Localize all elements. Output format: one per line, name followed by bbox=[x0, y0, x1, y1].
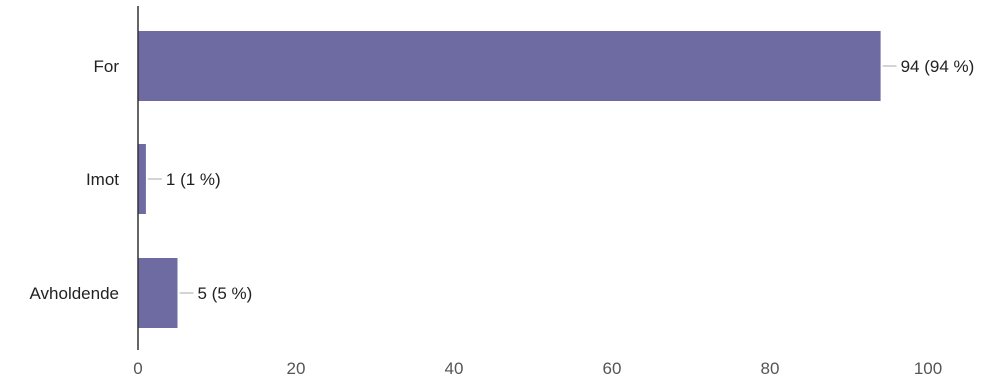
data-label-for: 94 (94 %) bbox=[901, 57, 975, 76]
x-tick-label-0: 0 bbox=[133, 359, 142, 378]
bar-avholdende bbox=[138, 258, 178, 328]
data-label-avholdende: 5 (5 %) bbox=[198, 284, 253, 303]
x-tick-label-40: 40 bbox=[445, 359, 464, 378]
x-axis-ticks: 0 20 40 60 80 100 bbox=[133, 359, 942, 378]
bar-imot bbox=[138, 144, 146, 214]
x-tick-label-80: 80 bbox=[761, 359, 780, 378]
bar-for bbox=[138, 31, 881, 101]
x-tick-label-100: 100 bbox=[914, 359, 942, 378]
category-label-avholdende: Avholdende bbox=[30, 284, 120, 303]
data-label-imot: 1 (1 %) bbox=[166, 170, 221, 189]
x-tick-label-60: 60 bbox=[603, 359, 622, 378]
category-label-imot: Imot bbox=[86, 170, 119, 189]
x-tick-label-20: 20 bbox=[287, 359, 306, 378]
data-labels: 94 (94 %) 1 (1 %) 5 (5 %) bbox=[166, 57, 974, 303]
category-label-for: For bbox=[94, 57, 120, 76]
bars-layer bbox=[138, 31, 881, 328]
leader-lines bbox=[147, 65, 897, 294]
category-labels: For Imot Avholdende bbox=[30, 57, 120, 303]
